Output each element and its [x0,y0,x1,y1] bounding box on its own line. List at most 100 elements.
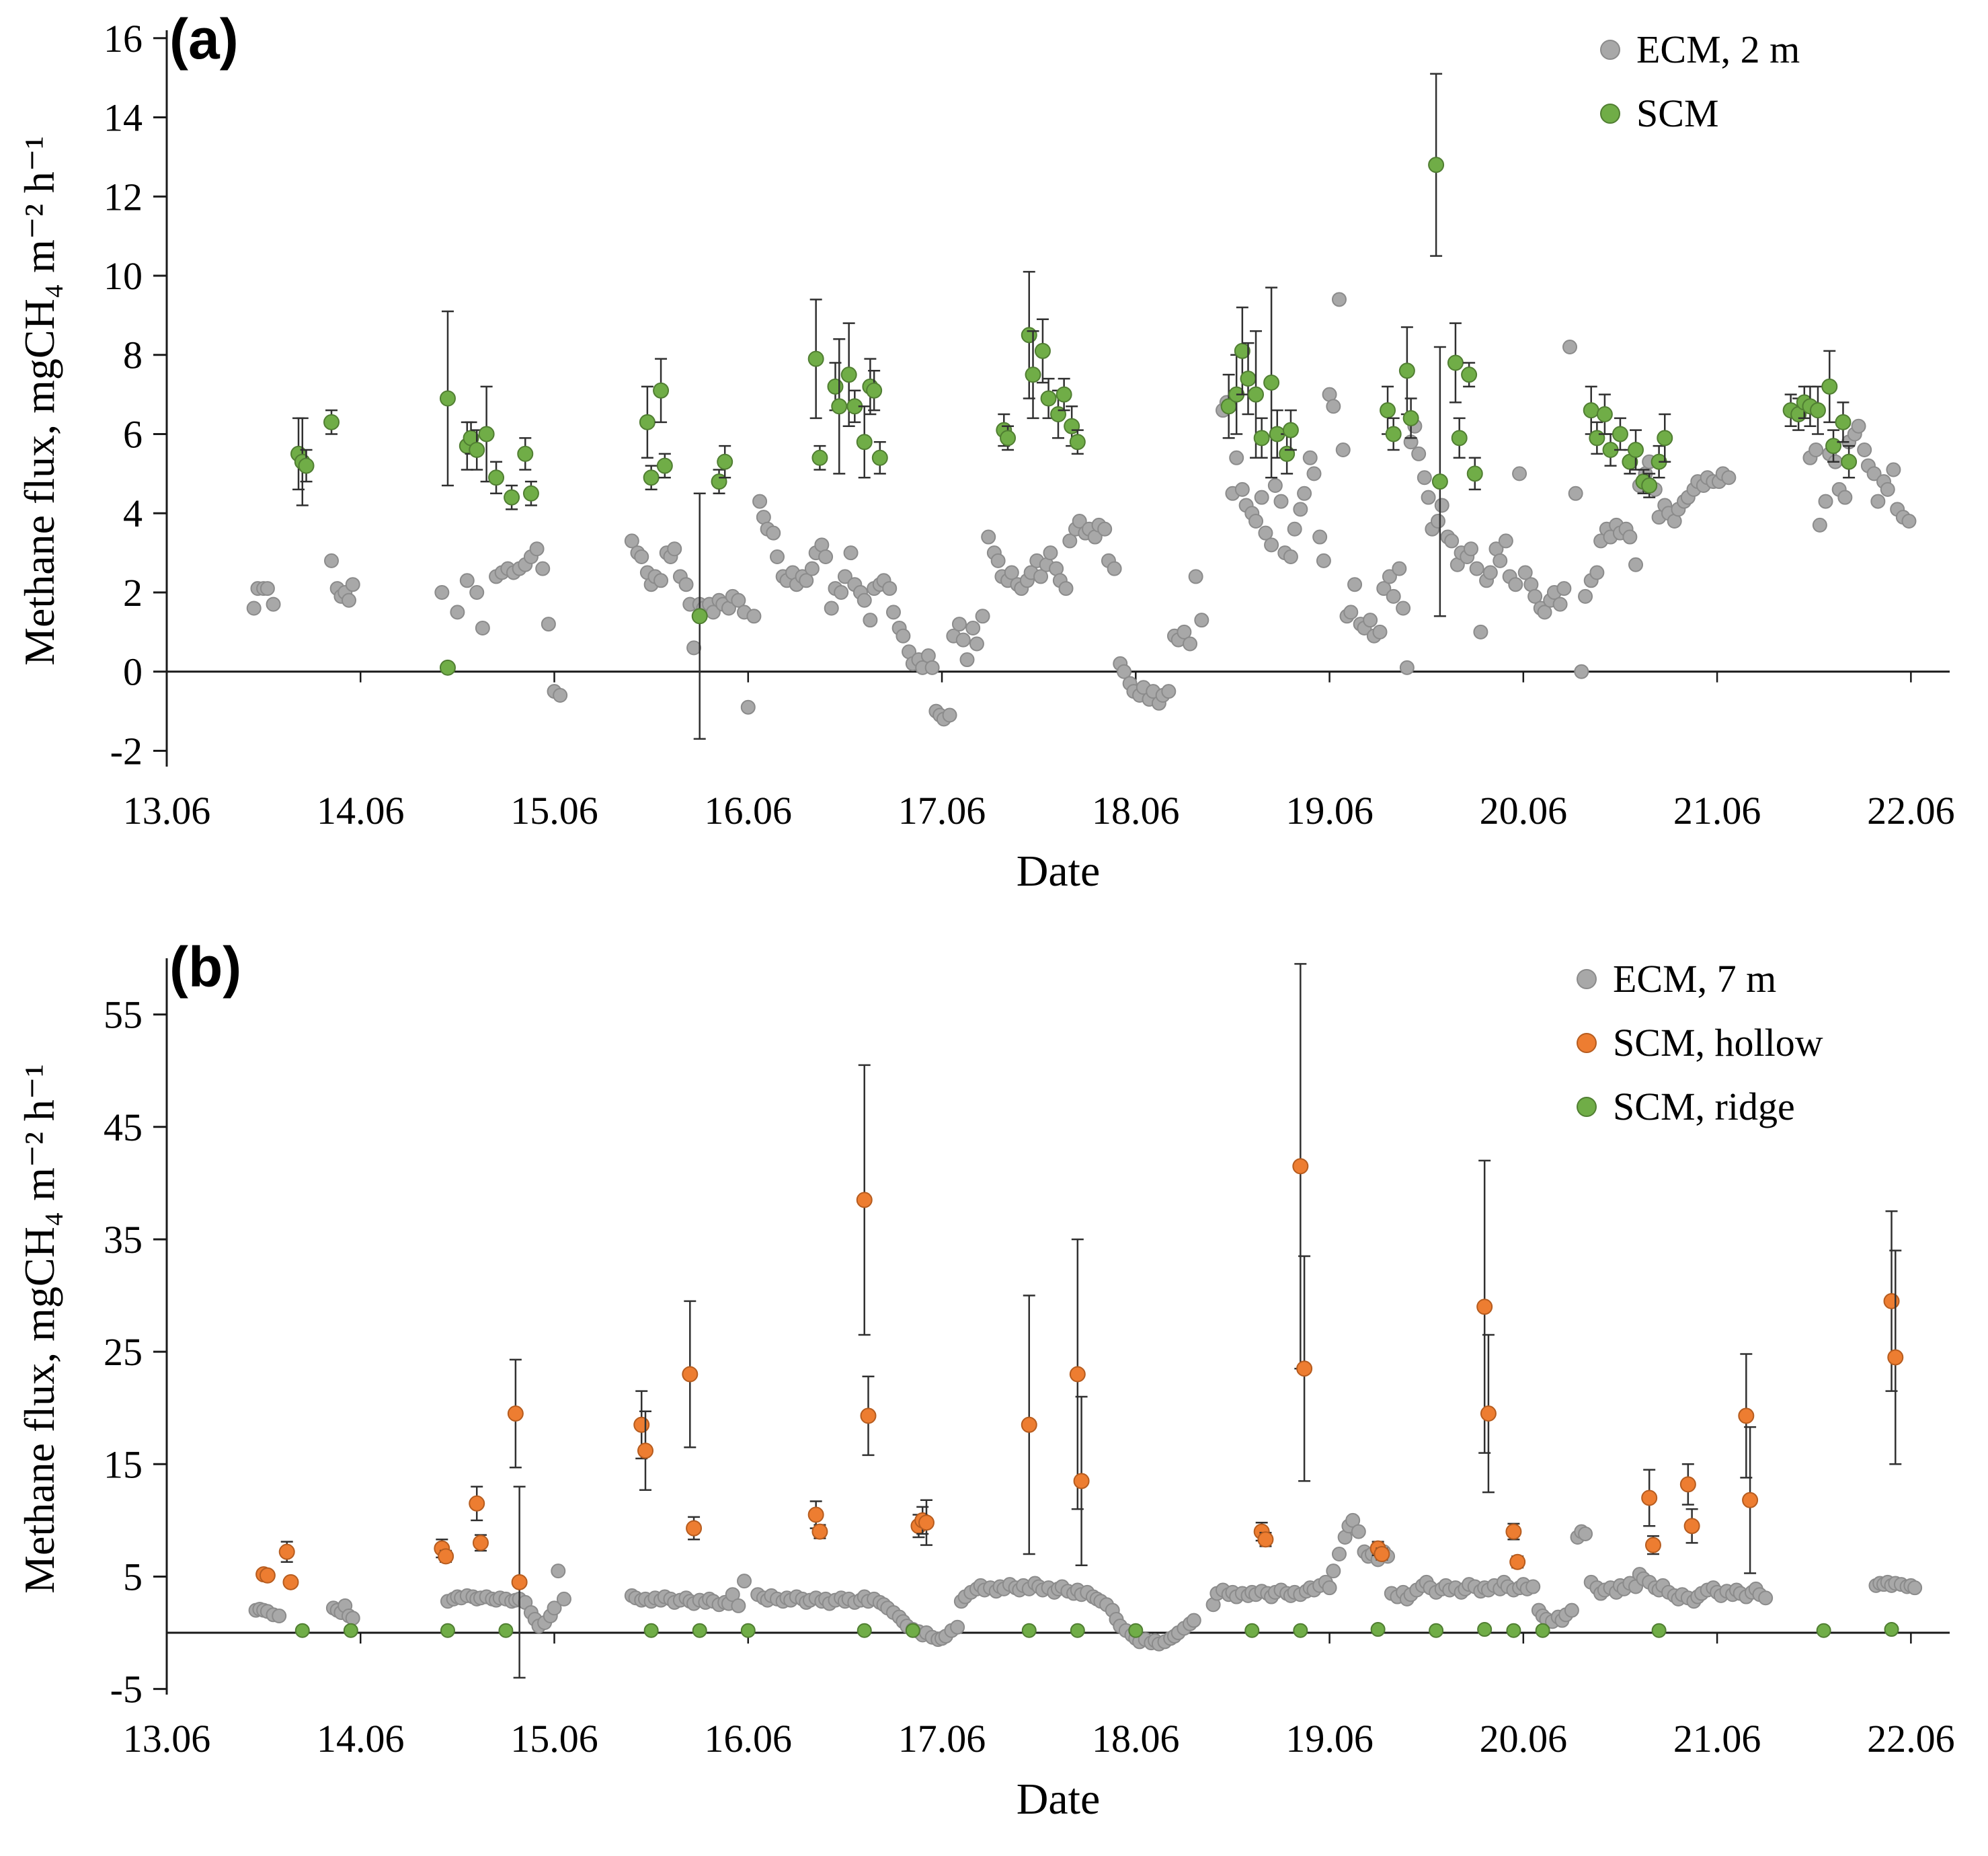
scatter-point [924,660,940,675]
scatter-point [860,1407,877,1424]
scatter-point [1622,529,1638,545]
y-tick-label: 12 [104,175,143,219]
scatter-point [1508,577,1523,592]
scatter-point [827,378,844,395]
scatter-point [298,457,315,474]
scatter-point [434,584,450,600]
scatter-point [517,445,534,462]
scatter-point [1469,561,1484,576]
panel-a-letter: (a) [169,7,239,71]
scatter-point [547,1600,562,1616]
scatter-point [1641,1490,1658,1506]
scatter-point [260,581,275,596]
scatter-point [1589,430,1605,447]
scatter-point [1476,1299,1493,1315]
scatter-point [1517,565,1533,580]
y-tick-label: 16 [104,17,143,61]
x-tick-label: 16.06 [705,789,793,833]
scatter-point [1552,596,1568,612]
green-dot-icon [1600,103,1620,124]
scatter-point [1851,418,1866,434]
y-tick-label: 35 [104,1218,143,1262]
scatter-point [1583,402,1599,419]
panel-a-y-axis-title: Methane flux, mgCH₄ m⁻² h⁻¹ [15,136,63,666]
scatter-point [469,442,485,459]
scatter-point [633,1416,650,1433]
scatter-point [1248,514,1264,529]
scatter-point [1628,557,1644,572]
scatter-point [472,1535,489,1551]
scatter-point [1069,434,1086,451]
scatter-point [824,601,839,616]
scatter-point [1343,605,1359,620]
y-tick-label: 14 [104,96,143,140]
panel-b-legend: ECM, 7 m SCM, hollow SCM, ridge [1577,956,1823,1129]
scatter-point [1578,1526,1593,1541]
x-tick-label: 19.06 [1285,1717,1374,1761]
scatter-point [624,533,639,549]
panel-a-x-axis-title: Date [1016,847,1101,896]
scatter-point [1537,605,1552,620]
scatter-point [522,485,539,502]
scatter-point [770,549,785,564]
scatter-point [965,620,981,635]
scatter-point [653,573,669,588]
scatter-point [1117,664,1132,679]
y-tick-label: 15 [104,1442,143,1486]
scatter-point [1043,545,1058,561]
scatter-point [682,1366,699,1383]
scatter-point [905,1623,920,1638]
scatter-point [857,1623,872,1638]
scatter-point [1386,588,1401,604]
scatter-point [1107,561,1122,576]
scatter-point [1072,514,1087,529]
scatter-point [643,1623,659,1638]
legend-label: ECM, 7 m [1613,957,1777,1001]
legend-label: SCM, ridge [1613,1085,1795,1128]
scatter-point [1742,1492,1759,1508]
scatter-point [475,620,490,635]
scatter-point [959,652,975,668]
scatter-point [811,1523,828,1540]
scatter-point [529,541,545,557]
scatter-point [1509,1553,1526,1570]
scatter-point [1578,588,1593,604]
scatter-point [1444,533,1460,549]
scatter-point [1264,537,1279,553]
scatter-point [1429,1623,1444,1638]
scatter-point [692,1623,707,1638]
x-tick-label: 15.06 [510,1717,598,1761]
scatter-point [799,573,814,588]
scatter-point [553,688,568,703]
scatter-point [637,1442,654,1459]
scatter-point [1657,430,1673,447]
scatter-point [1434,498,1449,513]
panel-b: -5 5 15 25 35 45 55 13.06 14.06 15.06 16.06 17.06 18… [0,928,1988,1856]
scatter-point [1880,481,1895,497]
scatter-point [1884,1622,1899,1637]
scatter-point [1296,1360,1313,1377]
scatter-point [278,1543,295,1560]
scatter-point [1244,1623,1260,1638]
scatter-point [1279,445,1296,462]
panel-b-x-axis-title: Date [1016,1775,1101,1824]
scatter-point [1287,521,1302,537]
scatter-point [1461,366,1478,383]
scatter-point [1574,664,1589,679]
scatter-point [1058,581,1074,596]
scatter-point [643,469,660,486]
scatter-point [639,414,655,430]
scatter-point [1463,541,1478,557]
scatter-point [1040,390,1057,407]
scatter-point [1883,1292,1900,1309]
legend-item-ecm-7m: ECM, 7 m [1577,956,1823,1001]
scatter-point [1382,569,1397,584]
scatter-point [1372,624,1388,640]
scatter-point [1821,378,1838,395]
x-tick-label: 22.06 [1867,789,1955,833]
scatter-point [1316,553,1331,568]
scatter-point [1021,1623,1037,1638]
scatter-point [1809,402,1826,419]
scatter-point [345,1611,360,1626]
scatter-point [1568,486,1583,501]
